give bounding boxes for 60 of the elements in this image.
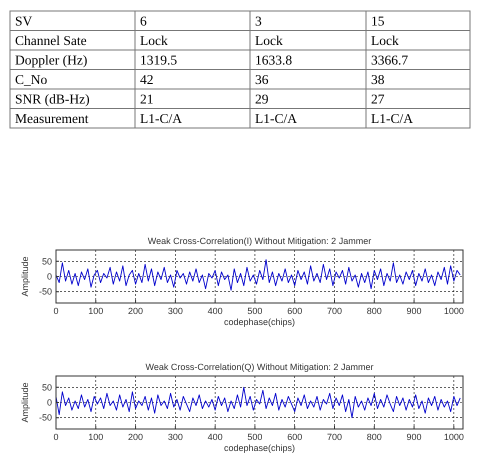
text: SNR (dB-Hz)	[15, 92, 90, 106]
chart-title: Weak Cross-Correlation(I) Without Mitigation: 2 Jammer	[148, 236, 372, 246]
x-tick-label: 400	[208, 432, 223, 442]
x-tick-label: 800	[366, 306, 382, 316]
text: SV	[15, 14, 32, 28]
x-tick-label: 900	[406, 432, 422, 442]
x-tick-label: 800	[366, 432, 382, 442]
text: Lock	[371, 33, 399, 48]
y-tick-label: 0	[46, 272, 52, 282]
x-tick-label: 500	[247, 432, 262, 442]
x-tick-label: 400	[208, 306, 223, 316]
line-series	[56, 386, 461, 418]
chart-title: Weak Cross-Correlation(Q) Without Mitigation: 2 Jammer	[146, 362, 374, 372]
x-tick-label: 700	[326, 432, 342, 442]
x-tick-label: 600	[287, 306, 302, 316]
x-tick-label: 700	[326, 306, 342, 316]
x-tick-label: 300	[168, 306, 183, 316]
x-tick-label: 600	[287, 432, 302, 442]
text: 27	[371, 92, 384, 106]
x-tick-label: 200	[128, 432, 144, 442]
y-tick-label: -50	[38, 412, 52, 423]
y-axis-title: Amplitude	[20, 382, 30, 423]
text: L1-C/A	[371, 111, 413, 126]
text: C_No	[15, 72, 48, 87]
text: Lock	[140, 33, 168, 48]
text: 21	[140, 92, 154, 106]
text: 3	[255, 14, 262, 28]
text: 1633.8	[255, 52, 292, 68]
text: L1-C/A	[255, 111, 297, 126]
x-axis-title: codephase(chips)	[224, 443, 296, 453]
y-tick-label: 50	[42, 256, 52, 266]
x-tick-label: 100	[88, 432, 104, 442]
x-tick-label: 200	[128, 306, 144, 316]
x-axis-title: codephase(chips)	[224, 317, 296, 327]
x-tick-label: 900	[406, 306, 422, 316]
text: 1319.5	[140, 52, 178, 68]
x-tick-label: 100	[88, 306, 104, 316]
text: 38	[371, 72, 384, 87]
text: L1-C/A	[140, 111, 182, 126]
y-tick-label: 50	[42, 382, 52, 392]
text: 42	[140, 72, 154, 87]
text: Measurement	[15, 111, 88, 126]
x-tick-label: 1000	[444, 432, 464, 442]
line-series	[56, 259, 461, 291]
x-tick-label: 300	[168, 432, 183, 442]
text: 36	[255, 72, 268, 87]
text: 6	[140, 14, 147, 28]
y-axis-title: Amplitude	[20, 256, 30, 297]
text: 29	[255, 92, 268, 106]
y-tick-label: -50	[38, 286, 52, 297]
x-tick-label: 0	[53, 306, 59, 316]
text: Lock	[255, 33, 283, 48]
text: 3366.7	[371, 52, 408, 68]
text: 15	[371, 14, 384, 28]
x-tick-label: 1000	[444, 306, 464, 316]
text: Doppler (Hz)	[15, 52, 88, 68]
y-tick-label: 0	[46, 398, 52, 408]
text: Channel Sate	[15, 33, 87, 48]
x-tick-label: 500	[247, 306, 262, 316]
x-tick-label: 0	[53, 432, 59, 442]
